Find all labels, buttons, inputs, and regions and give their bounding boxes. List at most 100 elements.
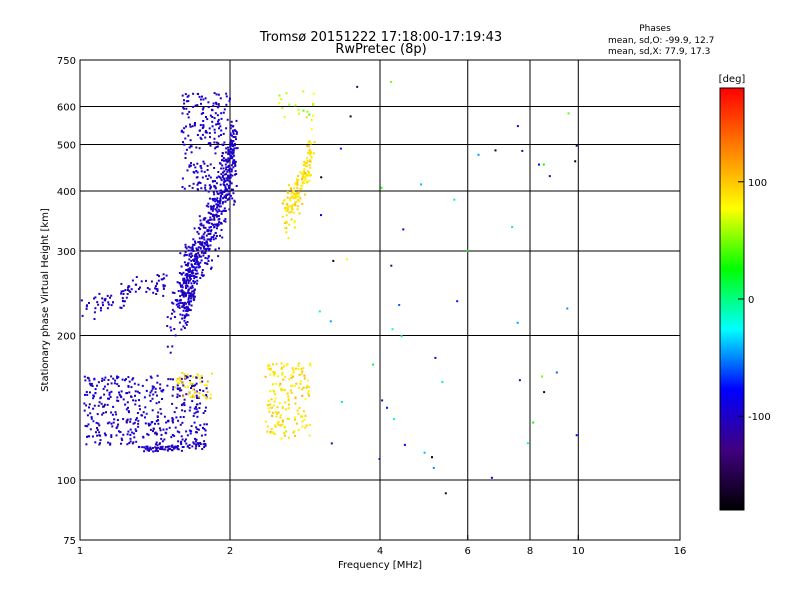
data-point [173,434,176,437]
data-point [224,151,227,154]
data-point [289,197,292,200]
data-point [574,160,577,163]
data-point [292,375,295,378]
data-point [214,185,216,188]
data-point [223,108,226,111]
data-point [423,451,426,454]
data-point [191,290,194,293]
data-point [161,278,164,281]
data-point [275,382,277,385]
data-point [307,390,310,393]
data-point [213,226,216,229]
data-point [81,314,84,317]
data-point [201,448,204,450]
data-point [193,282,196,285]
data-point [225,168,227,171]
data-point [190,249,193,252]
data-point [221,191,224,194]
data-point [188,146,191,149]
data-point [227,150,230,153]
data-point [232,188,234,191]
data-point [158,275,160,278]
data-point [282,199,285,202]
data-point [434,356,437,359]
data-point [282,378,285,381]
data-point [222,132,225,135]
data-point [143,450,146,453]
data-point [84,393,86,396]
data-point [183,99,185,102]
data-point [210,212,213,215]
data-point [270,406,273,409]
data-point [220,117,223,120]
data-point [157,422,160,425]
data-point [225,127,228,130]
data-point [193,260,195,262]
data-point [152,450,155,453]
data-point [182,384,185,387]
data-point [177,382,180,385]
data-point [193,384,195,387]
data-point [286,196,289,199]
data-point [276,406,279,409]
data-point [432,466,435,469]
data-point [149,400,152,402]
data-point [135,430,138,432]
data-point [152,393,155,396]
data-point [187,134,190,137]
data-point [285,92,288,95]
data-point [268,410,271,413]
data-point [183,107,185,110]
data-point [204,410,207,412]
data-point [195,376,198,379]
data-point [287,192,290,195]
data-point [231,129,234,132]
data-point [194,391,197,394]
data-point [227,146,229,149]
data-point [186,285,189,288]
data-point [193,227,196,230]
data-point [194,280,197,283]
data-point [287,205,290,208]
data-point [234,163,237,166]
data-point [210,267,212,270]
data-point [184,295,187,298]
data-point [133,421,136,424]
data-point [125,408,128,411]
data-point [136,390,139,393]
data-point [189,406,192,409]
data-point [192,296,195,299]
data-point [219,125,222,128]
data-point [202,224,205,227]
data-point [223,196,226,199]
data-point [99,396,102,399]
data-point [293,187,296,190]
data-point [169,378,172,381]
data-point [220,210,223,213]
data-point [87,377,90,380]
data-point [229,142,232,145]
data-point [138,392,141,394]
data-point [195,269,198,272]
data-point [197,93,200,96]
data-point [271,414,274,417]
data-point [118,393,121,396]
data-point [221,175,224,177]
data-point [224,209,227,212]
data-point [180,377,183,380]
data-point [210,266,213,269]
data-point [94,307,97,310]
data-point [191,272,194,275]
data-point [219,177,222,180]
data-point [194,242,197,245]
data-point [116,375,118,378]
data-point [209,230,212,233]
data-point [117,399,120,402]
data-point [297,412,300,415]
data-point [293,384,296,387]
data-point [189,292,192,295]
data-point [172,388,175,391]
data-point [110,436,113,438]
data-point [222,209,225,212]
phases-legend-heading: Phases [639,24,671,34]
